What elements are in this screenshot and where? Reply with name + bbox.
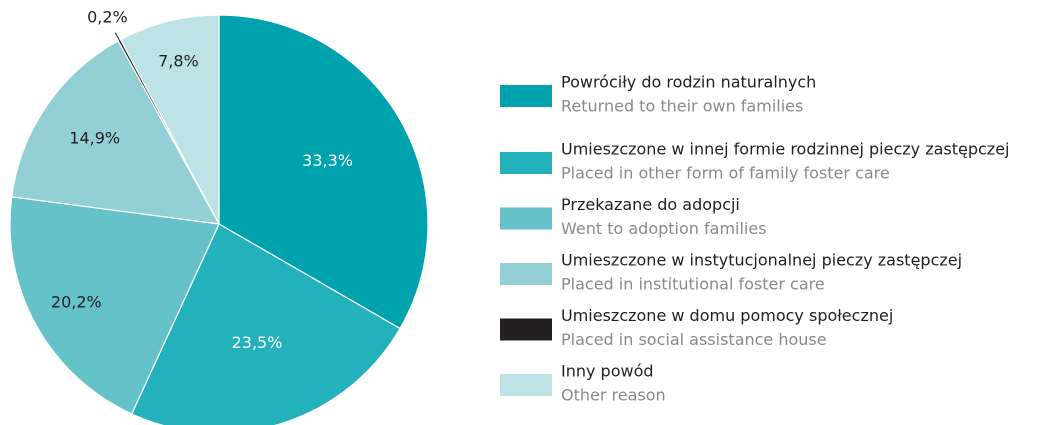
legend-swatch xyxy=(500,318,552,341)
legend-label: Umieszczone w instytucjonalnej pieczy za… xyxy=(561,251,962,270)
legend-label: Powróciły do rodzin naturalnych xyxy=(561,73,816,92)
legend-label-en: Placed in other form of family foster ca… xyxy=(561,164,890,183)
legend-swatch xyxy=(500,374,552,396)
legend-label: Przekazane do adopcji xyxy=(561,195,740,214)
legend-label-en: Placed in institutional foster care xyxy=(561,275,825,294)
legend-swatch xyxy=(500,152,552,174)
legend-swatch xyxy=(500,85,552,107)
slice-label: 20,2% xyxy=(51,292,102,311)
slice-label: 0,2% xyxy=(87,8,128,27)
legend-label: Umieszczone w innej formie rodzinnej pie… xyxy=(561,140,1010,159)
pie-slice xyxy=(119,14,220,225)
legend-label-en: Went to adoption families xyxy=(561,219,767,238)
pie-slice xyxy=(130,223,401,425)
slice-label: 33,3% xyxy=(302,151,353,170)
pie-slice xyxy=(9,196,220,415)
legend-label: Umieszczone w domu pomocy społecznej xyxy=(561,306,893,325)
leader-line xyxy=(114,32,122,45)
pie-slice xyxy=(218,14,429,330)
slice-label: 14,9% xyxy=(69,129,120,148)
legend-label-en: Placed in social assistance house xyxy=(561,330,827,349)
pie-slice xyxy=(11,40,221,225)
legend-label-en: Other reason xyxy=(561,386,666,405)
slice-label: 23,5% xyxy=(232,333,283,352)
legend-swatch xyxy=(500,207,552,230)
legend-swatch xyxy=(500,263,552,285)
legend-label-en: Returned to their own families xyxy=(561,97,803,116)
slice-label: 7,8% xyxy=(158,51,199,70)
legend-label: Inny powód xyxy=(561,362,654,381)
